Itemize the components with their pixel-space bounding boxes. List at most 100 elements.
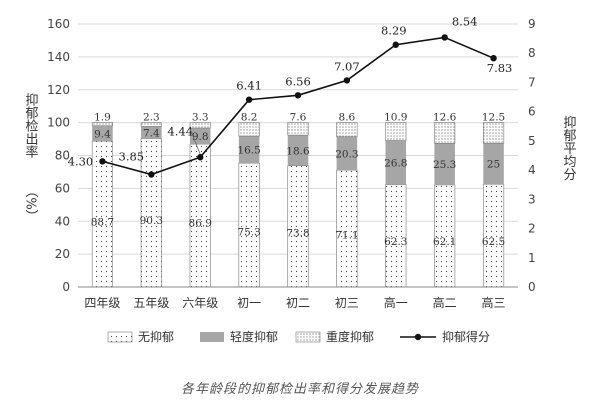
y-left-tick-label: 80: [55, 149, 70, 163]
y-right-tick-label: 3: [528, 192, 536, 206]
bar-data-label: 12.5: [482, 112, 505, 124]
y-right-tick-label: 7: [528, 75, 536, 89]
bar-segment: [238, 162, 260, 288]
bar-data-label: 16.5: [237, 145, 260, 157]
score-data-label: 7.83: [487, 61, 513, 75]
score-point: [490, 54, 497, 62]
bar-segment: [482, 122, 505, 144]
bar-data-label: 9.8: [192, 131, 209, 143]
y-left-tick-label: 160: [47, 17, 70, 31]
score-point: [245, 96, 253, 103]
x-tick-label: 四年级: [84, 296, 120, 310]
bar-segment: [238, 136, 260, 164]
score-point: [392, 41, 399, 48]
bar-data-label: 62.5: [482, 236, 505, 248]
y-left-tick-label: 100: [47, 116, 70, 130]
legend: 无抑郁 轻度抑郁 重度抑郁 抑郁得分: [107, 329, 490, 344]
bar-segment: [434, 143, 455, 185]
bar-data-label: 20.3: [335, 148, 358, 160]
x-tick-label: 初三: [335, 296, 359, 310]
bar-segment: [287, 122, 309, 136]
y-right-tick-label: 2: [528, 222, 536, 236]
score-point: [148, 171, 155, 178]
bar-data-label: 71.1: [335, 229, 358, 241]
score-data-label: 6.56: [285, 74, 311, 88]
bar-segment: [140, 138, 162, 288]
legend-swatch: [107, 331, 133, 343]
y-left-tick-label: 140: [47, 50, 70, 64]
bar-data-label: 88.7: [91, 216, 114, 228]
score-data-label: 7.07: [334, 59, 360, 73]
y-left-tick-label: 120: [47, 83, 70, 97]
bar-segment: [91, 122, 114, 127]
right-axis-title: 抑郁平均分: [561, 116, 577, 182]
bar-segment: [385, 122, 407, 141]
bar-data-label: 12.6: [433, 112, 457, 124]
legend-label: 重度抑郁: [326, 329, 374, 344]
bar-data-label: 73.8: [286, 227, 309, 239]
score-data-label: 3.85: [119, 149, 145, 163]
legend-label: 抑郁得分: [442, 329, 490, 344]
score-point: [441, 34, 448, 41]
bar-data-label: 8.2: [241, 112, 258, 124]
bar-segment: [483, 143, 504, 185]
bar-data-label: 1.9: [94, 112, 111, 124]
bar-data-label: 9.4: [94, 128, 111, 140]
bar-segment: [92, 125, 113, 142]
legend-label: 轻度抑郁: [230, 329, 278, 344]
bar-segment: [189, 122, 211, 129]
x-tick-label: 初二: [286, 296, 310, 310]
axes: 0 20 40 60 80 100 120 140 160 0 1 2 3 4 5 6 7 8 9 四年级 五年级 六年级…: [47, 17, 536, 310]
left-axis-title: 抑郁检出率 （%）: [23, 93, 39, 223]
bar-segment: [189, 143, 211, 288]
y-right-title: 抑郁平均分: [561, 116, 577, 182]
bar-segment: [287, 165, 309, 288]
bar-data-label: 25: [487, 159, 500, 171]
x-tick-label: 初一: [237, 296, 261, 310]
bar-segment: [287, 135, 309, 166]
bar-data-label: 26.8: [384, 158, 407, 170]
bar-data-label: 25.3: [433, 159, 456, 171]
x-tick-label: 高一: [384, 295, 408, 310]
bar-data-label: 62.3: [384, 236, 407, 248]
bar-segment: [336, 122, 358, 138]
legend-label: 无抑郁: [138, 329, 174, 344]
legend-swatch: [295, 331, 321, 343]
bar-data-label: 86.9: [189, 218, 212, 230]
bar-segment: [336, 136, 358, 171]
bar-segment: [140, 122, 162, 127]
score-point: [343, 77, 351, 84]
y-right-tick-label: 0: [528, 280, 536, 294]
score-line: 4.30 3.85 4.44 6.41 6.56 7.07 8.29 8.54 7.83: [68, 14, 513, 178]
y-left-tick-label: 40: [55, 214, 70, 228]
bar-data-label: 10.9: [384, 112, 407, 124]
bar-data-label: 90.3: [140, 215, 163, 227]
x-tick-label: 六年级: [182, 296, 218, 310]
score-point: [197, 154, 204, 161]
bar-data-label: 8.6: [339, 112, 356, 124]
x-tick-label: 高三: [482, 295, 506, 310]
bar-segment: [141, 126, 162, 139]
score-data-label: 4.44: [167, 124, 193, 138]
score-point: [294, 92, 302, 99]
y-right-tick-label: 9: [528, 17, 536, 31]
bar-data-label: 7.4: [143, 127, 160, 139]
chart-caption: 各年龄段的抑郁检出率和得分发展趋势: [181, 381, 420, 397]
bar-data-labels: 88.7 9.4 1.9 90.3 7.4 2.3 86.9 9.8 3.3 75.3 16.5 8.…: [91, 112, 506, 248]
y-right-tick-label: 5: [528, 134, 536, 148]
y-left-tick-label: 20: [55, 247, 70, 261]
score-data-label: 8.29: [381, 24, 407, 38]
y-right-tick-label: 6: [528, 105, 536, 119]
y-left-unit: （%）: [23, 184, 39, 222]
y-right-tick-label: 8: [528, 46, 536, 60]
bar-data-label: 62.1: [433, 236, 456, 248]
bar-data-label: 75.3: [237, 226, 260, 238]
x-tick-label: 高二: [433, 295, 457, 310]
score-point: [99, 158, 106, 165]
bar-segment: [238, 122, 260, 137]
bars: [91, 122, 505, 288]
score-data-label: 6.41: [236, 79, 262, 93]
y-left-title: 抑郁检出率: [23, 93, 39, 158]
y-left-tick-label: 0: [62, 280, 70, 294]
